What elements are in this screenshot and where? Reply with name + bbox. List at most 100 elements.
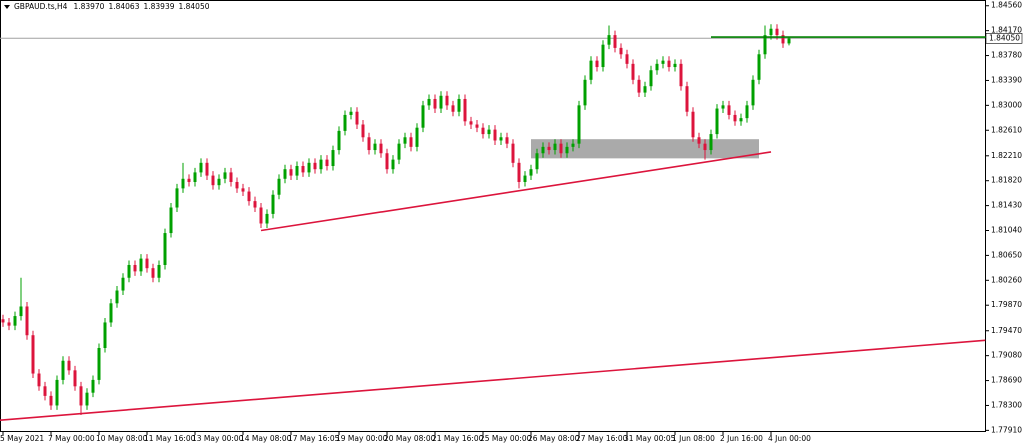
candle-body [103, 322, 107, 348]
candle-body [1, 319, 5, 323]
candle-body [247, 191, 251, 202]
candle-body [739, 118, 743, 122]
x-tick-label: 27 May 16:00 [576, 434, 628, 443]
candle-body [151, 268, 155, 278]
candle-body [385, 153, 389, 170]
candle-body [157, 264, 161, 278]
candle-body [205, 162, 209, 176]
candle-body [295, 166, 299, 176]
y-tick-label: 1.83000 [991, 100, 1022, 109]
candle-body [565, 146, 569, 154]
x-tick-label: 1 Jun 08:00 [672, 434, 715, 443]
candle-body [283, 169, 287, 179]
header-price: 1.83970 [73, 2, 104, 11]
candle-body [427, 98, 431, 106]
candle-body [391, 159, 395, 170]
candle-body [91, 379, 95, 393]
x-tick-label: 21 May 16:00 [432, 434, 484, 443]
candle-body [619, 47, 623, 55]
candle-body [61, 360, 65, 380]
candle-body [763, 35, 767, 55]
x-tick-label: 31 May 00:05 [624, 434, 676, 443]
plot-border [0, 0, 986, 432]
candle-body [463, 98, 467, 122]
candle-body [781, 35, 785, 44]
y-tick-label: 1.79470 [991, 326, 1022, 335]
candle-body [361, 124, 365, 138]
candle-body [571, 143, 575, 147]
symbol: GBPAUD.ts,H4 [14, 2, 68, 11]
candle-body [187, 178, 191, 182]
candle-body [79, 386, 83, 406]
candle-body [265, 213, 269, 224]
candle-body [277, 178, 281, 195]
x-tick-label: 17 May 16:05 [288, 434, 340, 443]
candle-body [415, 127, 419, 147]
trendline [0, 339, 986, 421]
candle-body [163, 233, 167, 265]
candle-body [553, 143, 557, 151]
candle-body [271, 194, 275, 214]
candle-body [145, 258, 149, 269]
candle-body [343, 114, 347, 131]
x-tick-label: 20 May 08:00 [384, 434, 436, 443]
candle-body [25, 306, 29, 336]
candle-body [355, 111, 359, 125]
candle-body [7, 322, 11, 326]
candle-body [169, 207, 173, 234]
candle-body [733, 114, 737, 122]
x-tick-label: 7 May 00:00 [48, 434, 95, 443]
candle-body [673, 63, 677, 68]
y-tick-label: 1.81820 [991, 176, 1022, 185]
candle-body [475, 124, 479, 128]
candle-body [715, 108, 719, 135]
x-tick-label: 11 May 16:00 [144, 434, 196, 443]
candle-body [745, 105, 749, 119]
menu-arrow[interactable] [4, 5, 10, 9]
candle-body [493, 129, 497, 141]
candle-body [775, 28, 779, 36]
candle-body [559, 143, 563, 154]
candle-body [301, 166, 305, 173]
candle-body [505, 137, 509, 144]
candle-body [211, 175, 215, 186]
candle-body [115, 290, 119, 304]
y-tick-label: 1.80260 [991, 275, 1022, 284]
candle-body [253, 201, 257, 208]
zone [531, 139, 759, 159]
candle-body [31, 335, 35, 374]
candle-body [481, 127, 485, 135]
candle-body [625, 54, 629, 64]
candle-body [55, 379, 59, 406]
x-tick-label: 10 May 08:00 [96, 434, 148, 443]
y-tick-label: 1.82610 [991, 125, 1022, 134]
candle-body [451, 105, 455, 112]
candle-body [139, 258, 143, 272]
y-tick-label: 1.81430 [991, 201, 1022, 210]
candle-body [469, 121, 473, 125]
candle-body [37, 373, 41, 387]
candle-body [409, 137, 413, 147]
candle-body [457, 98, 461, 112]
y-tick-label: 1.78690 [991, 376, 1022, 385]
candle-body [421, 105, 425, 128]
candle-body [49, 395, 53, 406]
x-tick-label: 26 May 08:00 [528, 434, 580, 443]
candle-body [535, 153, 539, 170]
candle-body [349, 111, 353, 115]
candle-body [85, 392, 89, 406]
candle-body [19, 306, 23, 317]
y-tick-label: 1.81040 [991, 226, 1022, 235]
candle-body [367, 137, 371, 151]
candle-body [193, 172, 197, 182]
candle-body [97, 347, 101, 380]
candle-body [643, 86, 647, 93]
candle-body [379, 143, 383, 154]
candle-body [313, 162, 317, 170]
y-tick-label: 1.77910 [991, 425, 1022, 434]
candle-body [13, 316, 17, 326]
x-tick-label: 19 May 00:00 [336, 434, 388, 443]
candle-body [133, 264, 137, 272]
candle-body [631, 63, 635, 80]
